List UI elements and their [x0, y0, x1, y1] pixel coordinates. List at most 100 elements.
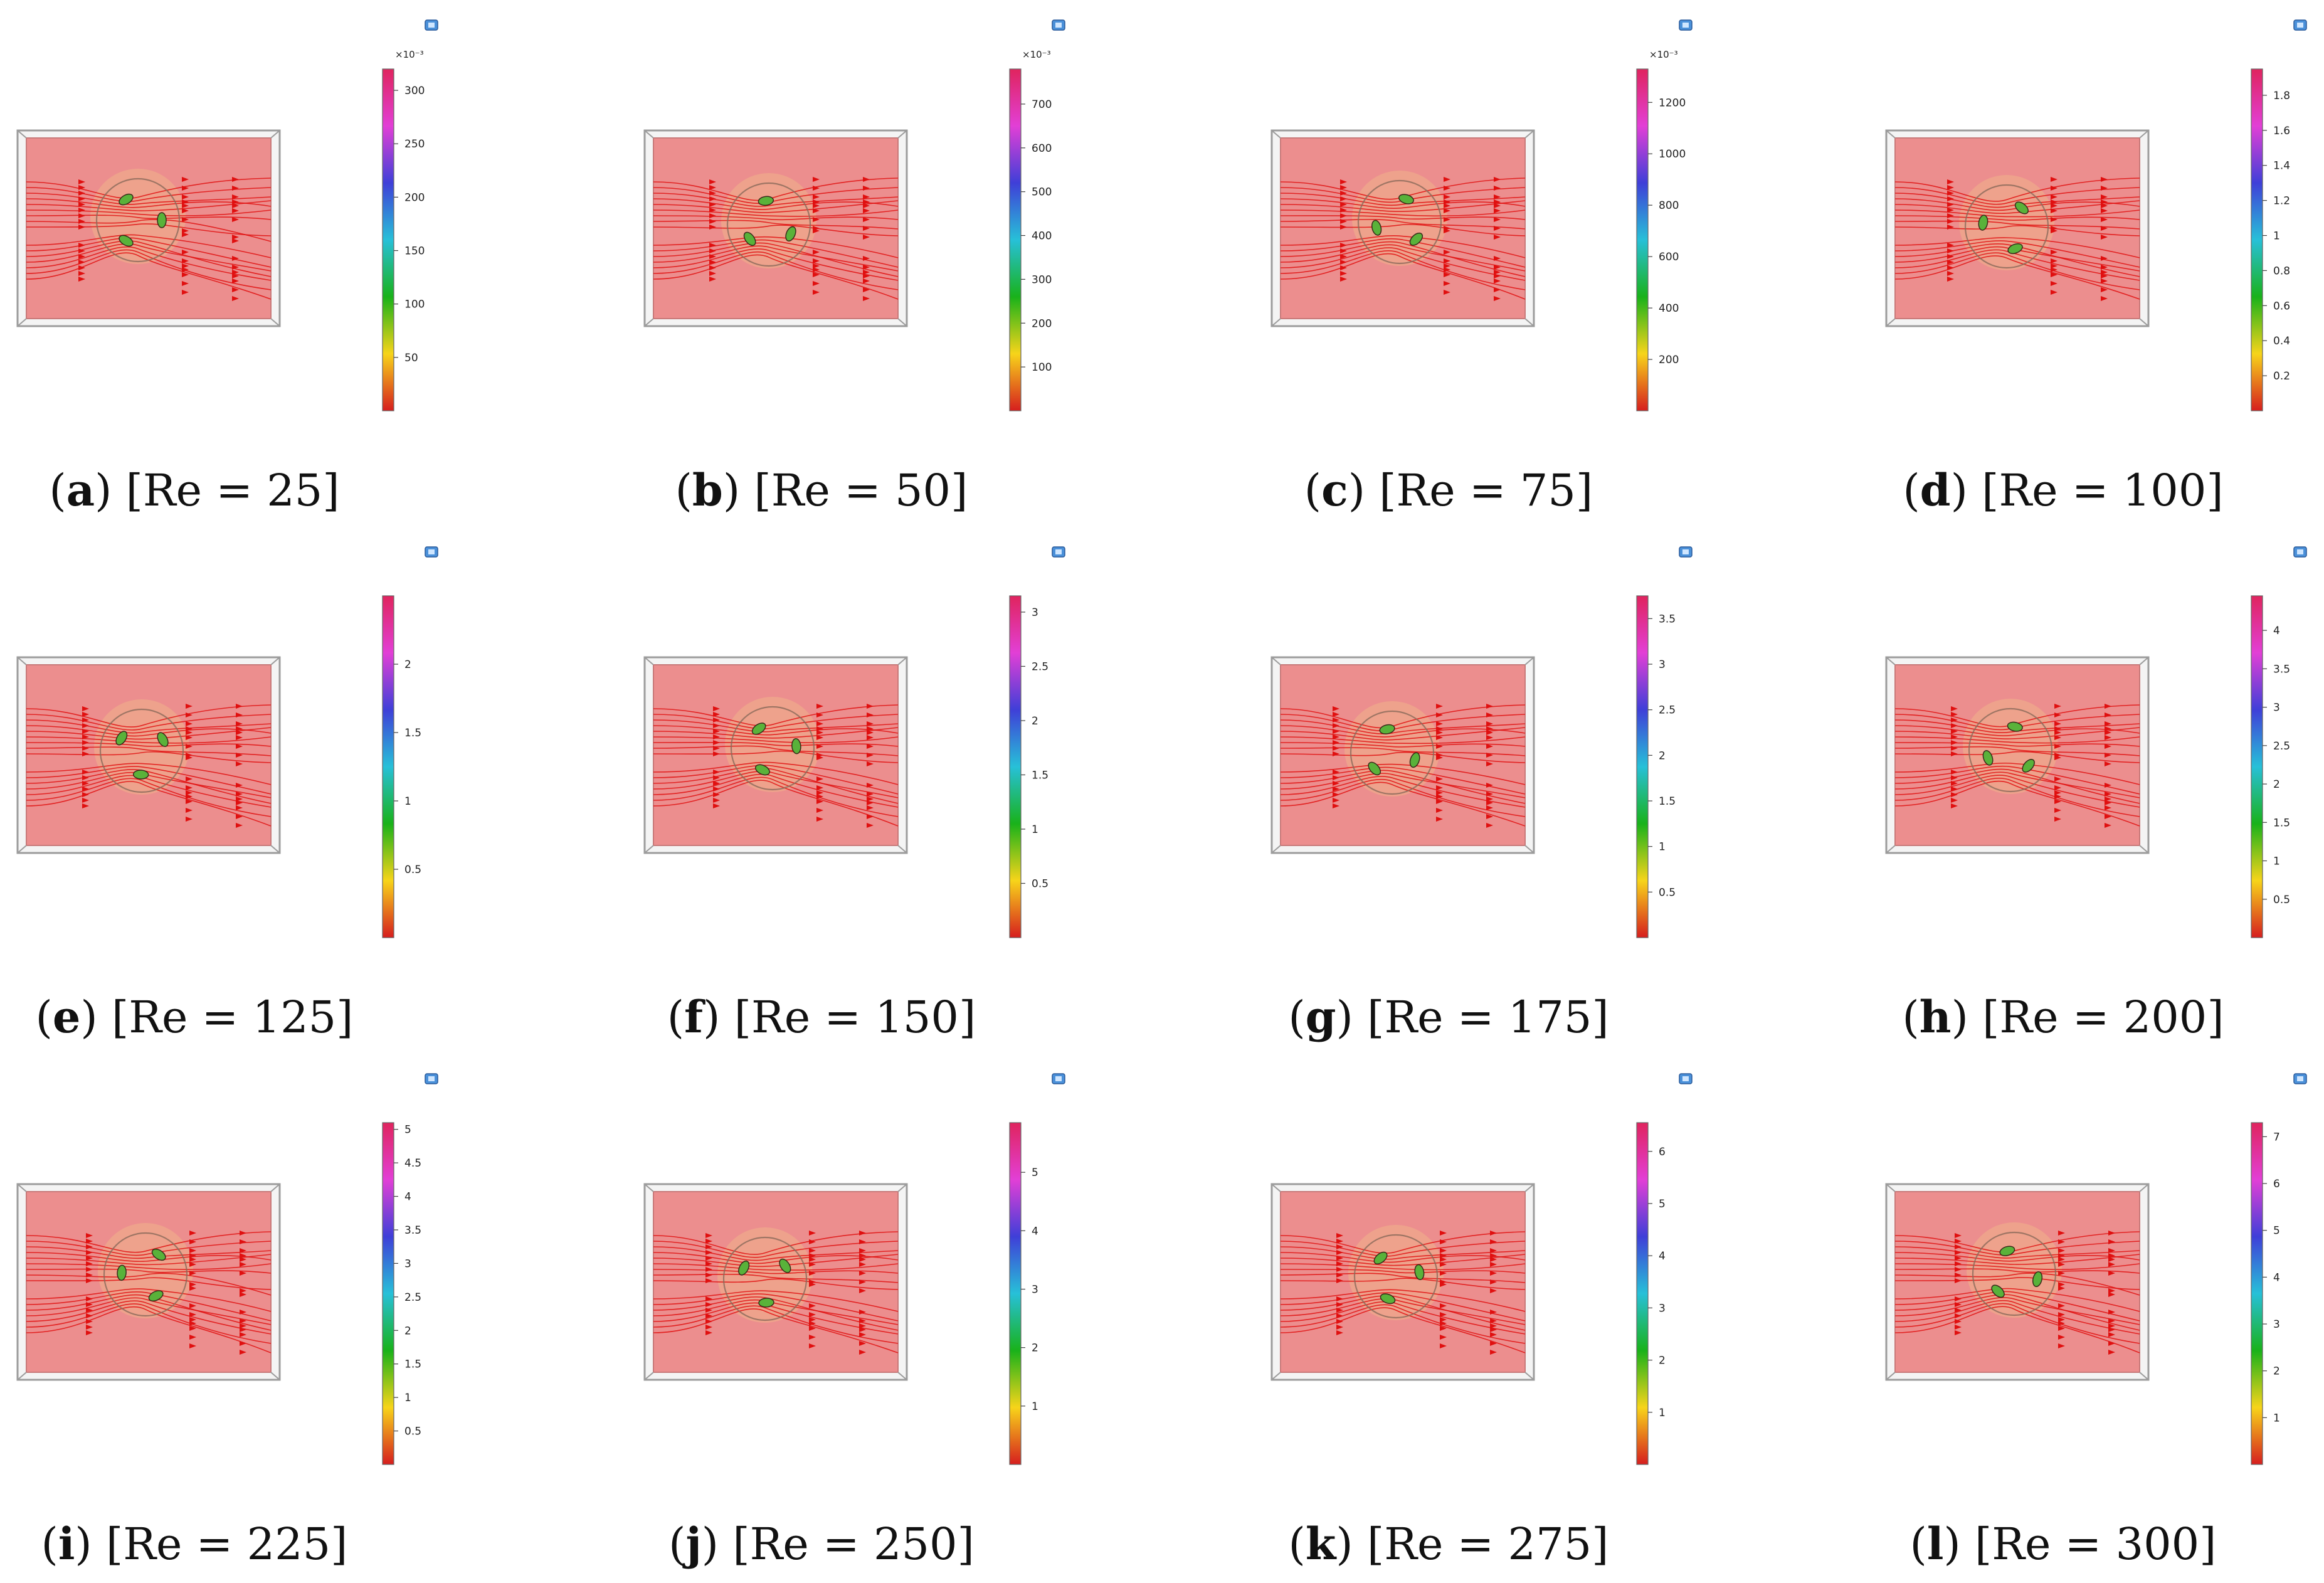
panel-letter: j: [685, 1518, 702, 1570]
colorbar-tick-label: 7: [2273, 1131, 2280, 1143]
axis-view-icon[interactable]: [2293, 546, 2307, 558]
colorbar-tick-label: 2: [1659, 749, 1666, 762]
colorbar-tick-label: 100: [1032, 361, 1052, 374]
panel-letter: i: [58, 1518, 75, 1570]
colorbar-tick-label: 3: [404, 1257, 411, 1270]
rod: [1409, 752, 1420, 768]
panel-caption: (e) [Re = 125]: [35, 991, 354, 1043]
flow-domain: [1894, 664, 2140, 846]
colorbar-tick-label: 3.5: [1659, 613, 1676, 625]
axis-view-icon[interactable]: [1052, 546, 1065, 558]
cylinder-glow: [90, 169, 186, 264]
rod: [743, 231, 756, 246]
rod: [157, 212, 167, 228]
colorbar-tick-label: 600: [1032, 142, 1052, 155]
colorbar-tick-label: 150: [404, 245, 425, 258]
simulation-plot: 1.8 1.6 1.4 1.2 1 0.8 0.6 0.4 0.2: [1885, 19, 2307, 411]
colorbar-tick-label: 1.4: [2273, 160, 2290, 172]
colorbar-tick-label: 0.5: [1659, 886, 1676, 899]
colorbar: [2251, 68, 2263, 411]
cylinder: [1968, 707, 2053, 793]
axis-view-icon[interactable]: [2293, 19, 2307, 31]
axis-view-icon[interactable]: [1679, 1073, 1693, 1084]
axis-view-icon[interactable]: [1679, 19, 1693, 31]
colorbar-tick-label: 1.2: [2273, 195, 2290, 208]
rod: [1991, 1284, 2005, 1298]
simulation-plot: 3 2.5 2 1.5 1 0.5: [643, 546, 1065, 938]
rod: [119, 235, 134, 247]
panel-label: [Re = 200]: [1982, 992, 2224, 1043]
panel-caption: (i) [Re = 225]: [41, 1518, 348, 1570]
colorbar-tick-label: 5: [1032, 1167, 1038, 1179]
axis-view-icon[interactable]: [425, 19, 438, 31]
axis-view-icon[interactable]: [425, 1073, 438, 1084]
panel-letter: d: [1920, 464, 1951, 516]
colorbar-tick-label: 1: [1032, 823, 1038, 836]
colorbar-tick-label: 250: [404, 138, 425, 151]
colorbar-tick-label: 3: [1032, 1284, 1038, 1296]
colorbar-multiplier: ×10⁻³: [1022, 49, 1051, 60]
rod: [148, 1290, 164, 1302]
colorbar-tick-label: 0.2: [2273, 370, 2290, 383]
axis-view-icon[interactable]: [1679, 546, 1693, 558]
panel-letter: g: [1305, 991, 1336, 1043]
colorbar-tick-label: 4: [1032, 1225, 1038, 1237]
colorbar-tick-label: 2.5: [404, 1291, 421, 1304]
panel-caption: (k) [Re = 275]: [1288, 1518, 1609, 1570]
simulation-plot: ×10⁻³ 700 600 500 400 300 200 100: [643, 19, 1065, 411]
colorbar-tick-label: 50: [404, 352, 418, 364]
panel-h: 4 3.5 3 2.5 2 1.5 1 0.5 (h) [Re = 200]: [1869, 527, 2324, 1047]
panel-caption: (j) [Re = 250]: [668, 1518, 974, 1570]
panel-g: 3.5 3 2.5 2 1.5 1 0.5 (g) [Re = 175]: [1254, 527, 1856, 1047]
colorbar-multiplier: ×10⁻³: [1649, 49, 1678, 60]
cylinder: [730, 706, 815, 791]
panel-a: ×10⁻³ 300 250 200 150 100 50 (a) [Re = 25]: [0, 0, 602, 521]
colorbar-tick-label: 5: [2273, 1225, 2280, 1237]
axis-view-icon[interactable]: [1052, 19, 1065, 31]
axis-view-icon[interactable]: [2293, 1073, 2307, 1084]
panel-label: [Re = 275]: [1366, 1518, 1609, 1570]
flow-domain: [26, 1191, 272, 1373]
panel-label: [Re = 75]: [1379, 465, 1593, 516]
colorbar: [1636, 1122, 1649, 1465]
colorbar-tick-label: 3: [2273, 702, 2280, 714]
panel-d: 1.8 1.6 1.4 1.2 1 0.8 0.6 0.4 0.2 (d) [Re = 100]: [1869, 0, 2324, 521]
axis-view-icon[interactable]: [1052, 1073, 1065, 1084]
rod: [1380, 1293, 1396, 1305]
panel-f: 3 2.5 2 1.5 1 0.5 (f) [Re = 150]: [627, 527, 1229, 1047]
colorbar-tick-label: 200: [1032, 317, 1052, 330]
streamlines: [1280, 1231, 1526, 1355]
colorbar: [1636, 595, 1649, 938]
streamlines: [1280, 177, 1526, 301]
colorbar-tick-label: 6: [1659, 1146, 1666, 1158]
panel-label: [Re = 150]: [734, 992, 976, 1043]
panel-letter: f: [684, 991, 704, 1043]
axis-view-icon[interactable]: [425, 546, 438, 558]
colorbar-tick-label: 4.5: [404, 1157, 421, 1170]
flow-domain: [653, 664, 899, 846]
rod: [1379, 724, 1395, 734]
rod: [2007, 243, 2023, 255]
panel-b: ×10⁻³ 700 600 500 400 300 200 100 (b) [Re = 50]: [627, 0, 1229, 521]
colorbar-tick-label: 5: [1659, 1198, 1666, 1210]
rod: [117, 1264, 127, 1281]
colorbar-tick-label: 1: [1659, 1407, 1666, 1419]
colorbar-tick-label: 2: [404, 1325, 411, 1337]
cylinder-glow: [1967, 1222, 2062, 1318]
colorbar-tick-label: 1.5: [404, 1358, 421, 1371]
panel-caption: (f) [Re = 150]: [667, 991, 976, 1043]
streamlines: [1280, 704, 1526, 828]
rod: [779, 1258, 791, 1273]
cylinder-glow: [717, 1227, 813, 1323]
rod: [157, 732, 169, 748]
colorbar-tick-label: 2.5: [2273, 740, 2290, 753]
colorbar-tick-label: 3.5: [404, 1224, 421, 1237]
rod: [785, 226, 796, 241]
colorbar-tick-label: 2: [1659, 1355, 1666, 1367]
colorbar-tick-label: 1.5: [1032, 769, 1048, 781]
flow-domain: [26, 137, 272, 319]
panel-label: [Re = 250]: [732, 1518, 974, 1570]
colorbar-tick-label: 700: [1032, 98, 1052, 111]
streamlines: [26, 1231, 272, 1355]
panel-label: [Re = 225]: [105, 1518, 348, 1570]
